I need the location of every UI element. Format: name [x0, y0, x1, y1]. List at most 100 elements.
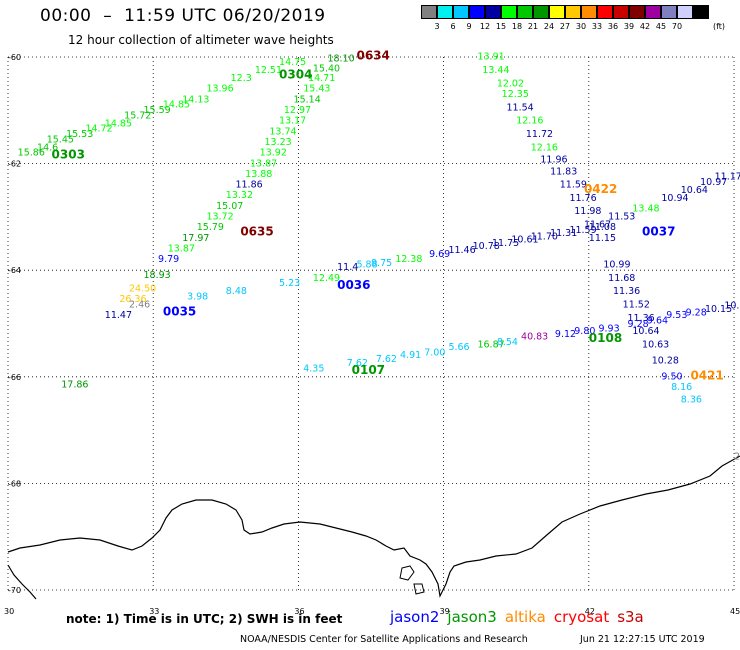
swh-value: 5.66	[448, 342, 469, 353]
pass-time-label: 0422	[584, 182, 617, 196]
color-scale-label: 70	[671, 22, 683, 31]
color-scale-swatch	[677, 5, 693, 19]
color-scale-swatch	[517, 5, 533, 19]
swh-value: 18.10	[327, 53, 354, 64]
swh-value: 4.35	[303, 363, 324, 374]
swh-value: 10.64	[681, 185, 708, 196]
pass-time-label: 0107	[352, 363, 385, 377]
swh-value: 8.48	[226, 286, 247, 297]
swh-value: 15.86	[18, 148, 45, 159]
color-scale-label: 15	[495, 22, 507, 31]
swh-value: 12.97	[284, 105, 311, 116]
pass-time-label: 0303	[52, 147, 85, 161]
swh-value: 13.72	[206, 212, 233, 223]
swh-value: 9.53	[666, 310, 687, 321]
swh-value: 11.86	[235, 180, 262, 191]
swh-value: 9.28	[686, 308, 707, 319]
color-scale-swatch	[501, 5, 517, 19]
swh-value: 11.76	[569, 193, 596, 204]
island-path	[413, 583, 425, 595]
color-scale-swatch	[661, 5, 677, 19]
swh-value: 10.94	[661, 193, 688, 204]
swh-value: 5.88	[356, 260, 377, 271]
lat-tick-label: -68	[8, 479, 21, 488]
satellite-legend-item: s3a	[617, 608, 644, 626]
map-title: 00:00 – 11:59 UTC 06/20/2019	[40, 6, 326, 26]
swh-value: 15.45	[47, 134, 74, 145]
lon-tick-label: 39	[440, 607, 450, 616]
swh-value: 13.32	[226, 190, 253, 201]
swh-value: 11.31	[550, 228, 577, 239]
swh-value: 4.91	[400, 350, 421, 361]
swh-value: 11.59	[560, 180, 587, 191]
swh-value: 15.72	[124, 110, 151, 121]
map-subtitle: 12 hour collection of altimeter wave hei…	[68, 33, 334, 47]
swh-value: 13.92	[260, 148, 287, 159]
map-note: note: 1) Time is in UTC; 2) SWH is in fe…	[66, 612, 343, 626]
swh-value: 11.70	[531, 231, 558, 242]
lon-tick-label: 36	[294, 607, 304, 616]
color-scale-swatch	[453, 5, 469, 19]
swh-value: 11.15	[589, 233, 616, 244]
swh-value: 9.28	[628, 319, 649, 330]
color-scale-swatch	[485, 5, 501, 19]
color-scale-swatch	[645, 5, 661, 19]
swh-value: 12.16	[516, 116, 543, 127]
lat-tick-label: -64	[8, 266, 21, 275]
swh-value: 11.47	[105, 310, 132, 321]
lat-tick-label: -66	[8, 373, 21, 382]
axis-ticks: 30 33 36 39 42 45 -60 -62 -64 -66 -68 -70	[4, 53, 740, 616]
color-scale-swatch	[533, 5, 549, 19]
generated-timestamp: Jun 21 12:27:15 UTC 2019	[580, 634, 705, 645]
color-scale-label: 39	[623, 22, 635, 31]
swh-value: 13.48	[632, 204, 659, 215]
swh-value: 10.99	[603, 260, 630, 271]
swh-value: 2.46	[129, 300, 150, 311]
swh-value: 13.74	[269, 126, 296, 137]
swh-value: 9.50	[661, 371, 682, 382]
swh-value: 40.83	[521, 331, 548, 342]
swh-value: 11.08	[589, 222, 616, 233]
swh-value: 15.59	[144, 105, 171, 116]
swh-value: 13.96	[206, 84, 233, 95]
swh-value: 9.79	[158, 254, 179, 265]
swh-value: 11.36	[628, 313, 655, 324]
swh-value: 17.97	[182, 233, 209, 244]
swh-value: 14.13	[182, 94, 209, 105]
swh-value: 11.54	[507, 102, 534, 113]
lon-tick-label: 42	[585, 607, 595, 616]
swh-value: 15.79	[197, 222, 224, 233]
lat-lon-grid	[7, 56, 735, 591]
lon-tick-label: 33	[149, 607, 159, 616]
lon-tick-label: 30	[4, 607, 14, 616]
swh-labels: 15.8614.615.4515.5314.7214.8515.7215.591…	[18, 52, 740, 463]
swh-value: 11.59	[569, 225, 596, 236]
lat-tick-label: -70	[8, 586, 21, 595]
color-scale-swatch	[421, 5, 437, 19]
swh-value: 7.62	[347, 358, 368, 369]
swh-value: 13.87	[250, 158, 277, 169]
swh-value: 11.46	[448, 245, 475, 256]
swh-value: 9.69	[429, 249, 450, 260]
swh-value: 11.75	[492, 238, 519, 249]
swh-value: 13.91	[477, 52, 504, 63]
swh-value: 7.62	[376, 354, 397, 365]
swh-value: 10.63	[642, 339, 669, 350]
satellite-legend-item: jason2	[390, 608, 440, 626]
satellite-legend-item: jason3	[447, 608, 497, 626]
color-scale-swatch	[597, 5, 613, 19]
swh-value: 10.61	[511, 234, 538, 245]
swh-value: 9.93	[598, 323, 619, 334]
swh-value: 8.16	[671, 382, 692, 393]
color-scale-label: 3	[434, 22, 440, 31]
swh-value: 14.85	[163, 100, 190, 111]
pass-time-label: 0304	[279, 67, 312, 81]
swh-value: 14.6	[37, 142, 58, 153]
swh-value: 10.2	[724, 301, 740, 312]
swh-value: 10.64	[632, 326, 659, 337]
swh-value: 17.86	[61, 379, 88, 390]
pass-time-labels: 0303 0304 0634 0635 0035 0036 0037 0422 0421 0107…	[52, 49, 724, 383]
color-scale-label: 18	[511, 22, 523, 31]
swh-value: 12.51	[255, 65, 282, 76]
